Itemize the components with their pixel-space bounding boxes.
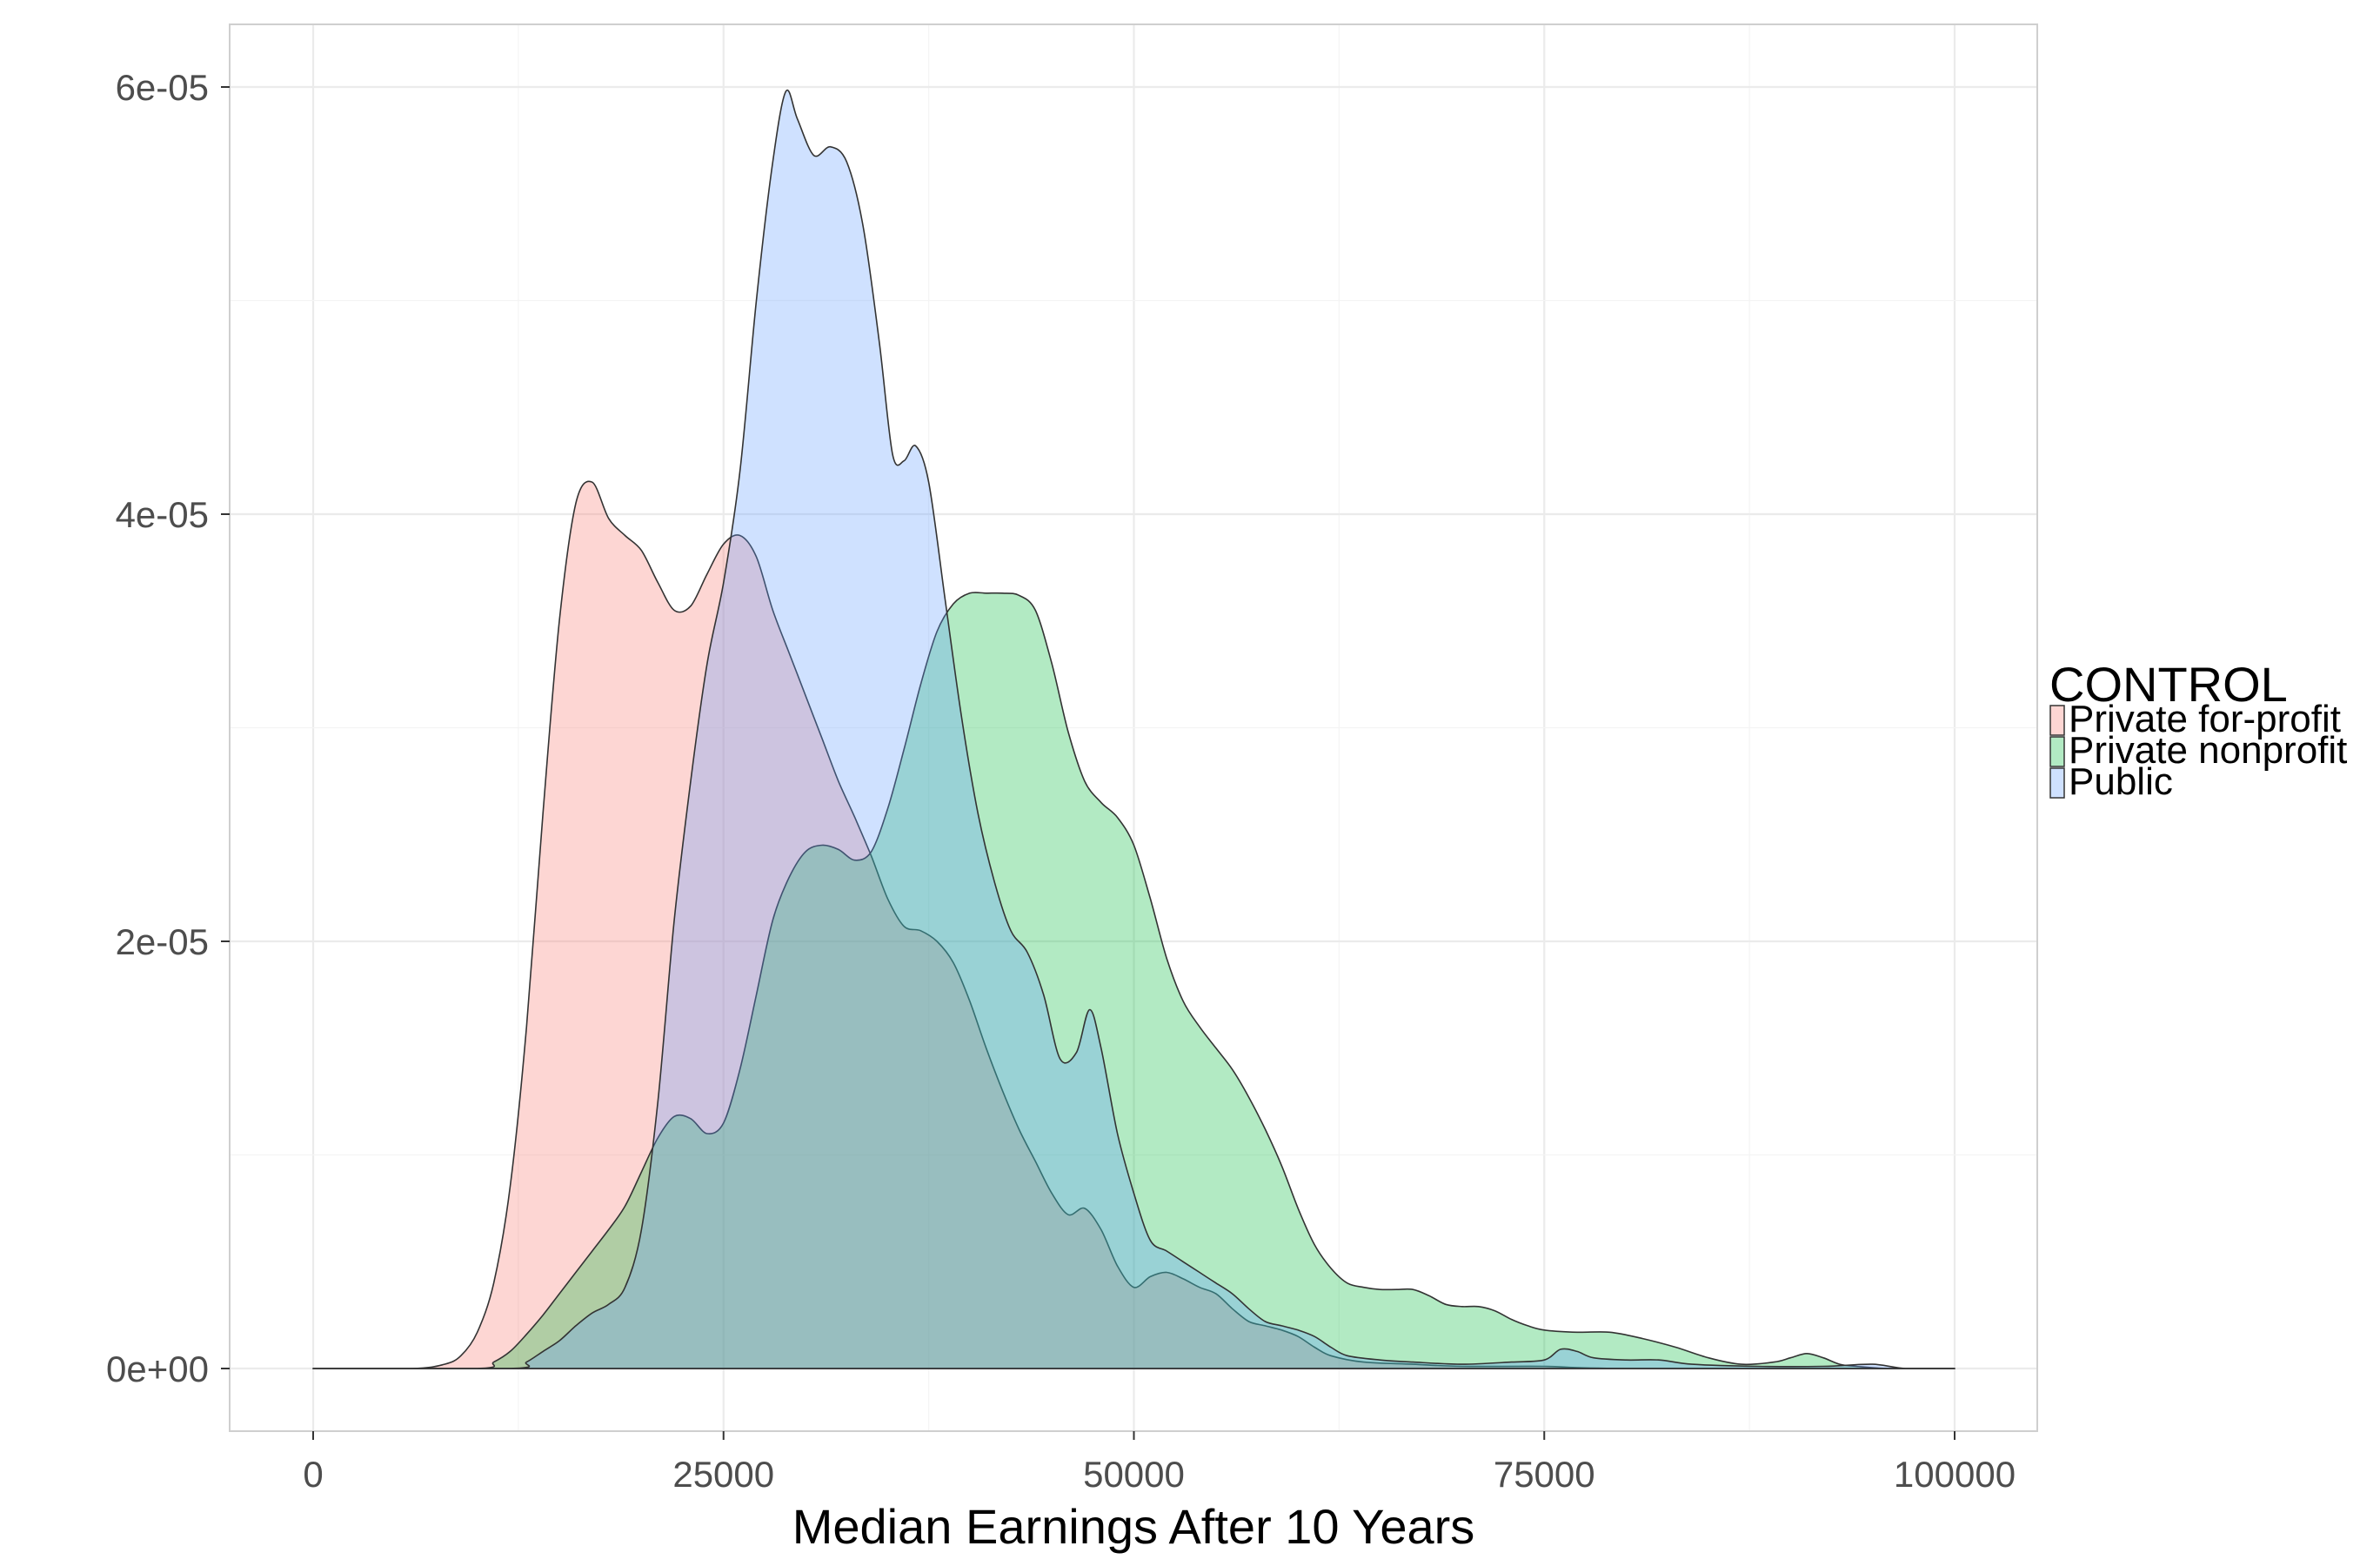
y-tick-label: 0e+00 (106, 1348, 209, 1389)
y-tick-label: 6e-05 (116, 67, 209, 108)
y-axis-ticks: 0e+00 2e-05 4e-05 6e-05 (106, 67, 230, 1389)
legend-swatch-public (2049, 767, 2065, 799)
density-area-private-nonprofit (312, 592, 1955, 1369)
x-tick-label: 100000 (1894, 1454, 2016, 1495)
legend-title: CONTROL (2049, 657, 2288, 712)
y-tick-label: 4e-05 (116, 494, 209, 535)
legend-label-private-for-profit: Private for-profit (2069, 698, 2341, 740)
density-area-public (312, 89, 1955, 1369)
density-areas (312, 89, 1955, 1369)
legend-label-private-nonprofit: Private nonprofit (2069, 729, 2347, 772)
legend-label-public: Public (2069, 760, 2173, 803)
x-tick-label: 50000 (1083, 1454, 1185, 1495)
x-tick-label: 0 (303, 1454, 323, 1495)
x-axis-title: Median Earnings After 10 Years (792, 1499, 1475, 1554)
x-tick-label: 75000 (1494, 1454, 1595, 1495)
legend-swatch-private-nonprofit (2049, 736, 2065, 767)
density-area-private-for-profit (312, 480, 1955, 1369)
x-axis-ticks: 0 25000 50000 75000 100000 (303, 1431, 2016, 1495)
x-tick-label: 25000 (672, 1454, 774, 1495)
legend-swatch-private-for-profit (2049, 705, 2065, 736)
y-tick-label: 2e-05 (116, 921, 209, 962)
